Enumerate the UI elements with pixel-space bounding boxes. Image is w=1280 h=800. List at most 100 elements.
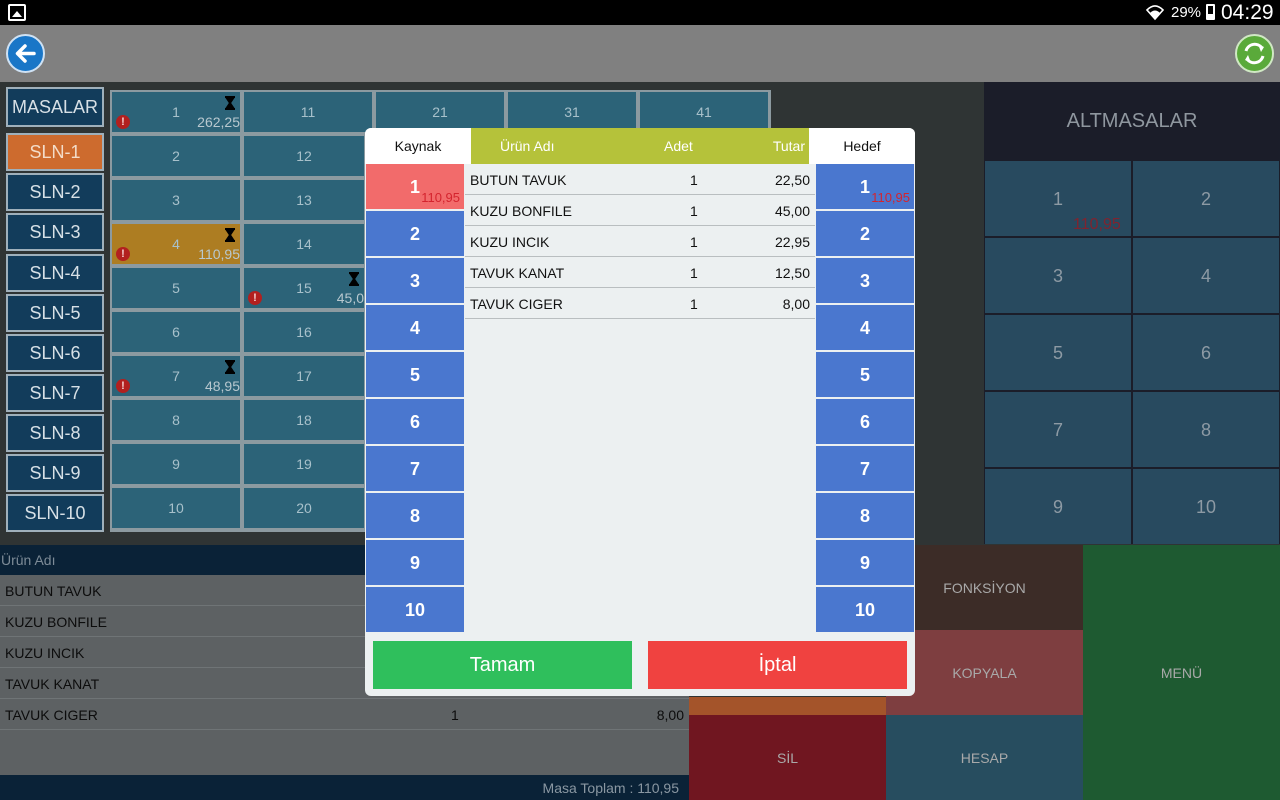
back-button[interactable]: [6, 34, 45, 73]
section-button-8[interactable]: SLN-8: [6, 414, 104, 452]
target-table-button-7[interactable]: 7: [816, 446, 914, 491]
product-name: BUTUN TAVUK: [470, 172, 567, 188]
section-button-2[interactable]: SLN-2: [6, 173, 104, 211]
order-row[interactable]: TAVUK CIGER 1 8,00: [0, 699, 689, 730]
table-number: 17: [296, 368, 312, 384]
source-table-amount: 110,95: [421, 190, 460, 205]
table-cell-1[interactable]: 1 262,25!: [112, 92, 240, 132]
table-cell-10[interactable]: 10: [112, 488, 240, 528]
hesap-button[interactable]: HESAP: [886, 715, 1083, 800]
cancel-button[interactable]: İptal: [648, 641, 907, 689]
table-cell-8[interactable]: 8: [112, 400, 240, 440]
section-button-4[interactable]: SLN-4: [6, 254, 104, 292]
table-cell-16[interactable]: 16: [244, 312, 364, 352]
source-table-button-8[interactable]: 8: [366, 493, 464, 538]
table-number: 18: [296, 412, 312, 428]
order-row[interactable]: KUZU INCIK: [0, 637, 689, 668]
altmasa-cell-5[interactable]: 5: [985, 315, 1131, 390]
menu-button[interactable]: MENÜ: [1083, 545, 1280, 800]
table-cell-15[interactable]: 15 45,0!: [244, 268, 364, 308]
altmasa-cell-1[interactable]: 1 110,95: [985, 161, 1131, 236]
table-cell-7[interactable]: 7 48,95!: [112, 356, 240, 396]
alert-icon: !: [116, 247, 130, 261]
kopyala-button[interactable]: KOPYALA: [886, 630, 1083, 715]
section-button-1[interactable]: SLN-1: [6, 133, 104, 171]
altmasa-cell-4[interactable]: 4: [1133, 238, 1279, 313]
source-table-number: 4: [409, 318, 420, 338]
altmasa-number: 8: [1200, 420, 1211, 440]
source-table-button-4[interactable]: 4: [366, 305, 464, 350]
source-table-button-3[interactable]: 3: [366, 258, 464, 303]
target-table-button-8[interactable]: 8: [816, 493, 914, 538]
refresh-button[interactable]: [1235, 34, 1274, 73]
section-button-3[interactable]: SLN-3: [6, 213, 104, 251]
table-cell-5[interactable]: 5: [112, 268, 240, 308]
section-button-9[interactable]: SLN-9: [6, 454, 104, 492]
altmasa-cell-10[interactable]: 10: [1133, 469, 1279, 544]
table-cell-2[interactable]: 2: [112, 136, 240, 176]
target-table-button-3[interactable]: 3: [816, 258, 914, 303]
target-table-button-5[interactable]: 5: [816, 352, 914, 397]
source-table-number: 9: [409, 553, 420, 573]
total-header: Tutar: [772, 138, 805, 154]
altmasa-cell-8[interactable]: 8: [1133, 392, 1279, 467]
source-table-button-10[interactable]: 10: [366, 587, 464, 632]
sil-button[interactable]: SİL: [689, 715, 886, 800]
table-cell-4[interactable]: 4 110,95!: [112, 224, 240, 264]
table-cell-19[interactable]: 19: [244, 444, 364, 484]
target-table-button-10[interactable]: 10: [816, 587, 914, 632]
order-row[interactable]: BUTUN TAVUK: [0, 575, 689, 606]
altmasa-cell-9[interactable]: 9: [985, 469, 1131, 544]
table-cell-6[interactable]: 6: [112, 312, 240, 352]
orange-tile[interactable]: [689, 697, 886, 715]
table-number: 6: [172, 324, 180, 340]
section-button-7[interactable]: SLN-7: [6, 374, 104, 412]
altmasa-cell-3[interactable]: 3: [985, 238, 1131, 313]
section-button-10[interactable]: SLN-10: [6, 494, 104, 532]
table-cell-3[interactable]: 3: [112, 180, 240, 220]
altmasa-cell-7[interactable]: 7: [985, 392, 1131, 467]
section-button-6[interactable]: SLN-6: [6, 334, 104, 372]
table-cell-41[interactable]: 41: [640, 92, 768, 132]
table-cell-20[interactable]: 20: [244, 488, 364, 528]
source-table-button-7[interactable]: 7: [366, 446, 464, 491]
product-row[interactable]: TAVUK KANAT 1 12,50: [465, 257, 815, 288]
target-table-button-9[interactable]: 9: [816, 540, 914, 585]
table-cell-11[interactable]: 11: [244, 92, 372, 132]
table-cell-9[interactable]: 9: [112, 444, 240, 484]
target-table-button-1[interactable]: 1 110,95: [816, 164, 914, 209]
table-cell-12[interactable]: 12: [244, 136, 364, 176]
product-row[interactable]: KUZU INCIK 1 22,95: [465, 226, 815, 257]
source-table-button-5[interactable]: 5: [366, 352, 464, 397]
order-row[interactable]: KUZU BONFILE: [0, 606, 689, 637]
table-cell-18[interactable]: 18: [244, 400, 364, 440]
target-table-number: 8: [859, 506, 870, 526]
altmasa-number: 10: [1195, 497, 1217, 517]
section-button-5[interactable]: SLN-5: [6, 294, 104, 332]
order-row[interactable]: TAVUK KANAT: [0, 668, 689, 699]
target-table-button-4[interactable]: 4: [816, 305, 914, 350]
source-table-button-1[interactable]: 1 110,95: [366, 164, 464, 209]
product-row[interactable]: KUZU BONFILE 1 45,00: [465, 195, 815, 226]
table-amount: 48,95: [204, 378, 240, 394]
product-row[interactable]: BUTUN TAVUK 1 22,50: [465, 164, 815, 195]
table-cell-21[interactable]: 21: [376, 92, 504, 132]
table-cell-14[interactable]: 14: [244, 224, 364, 264]
table-cell-17[interactable]: 17: [244, 356, 364, 396]
source-table-button-9[interactable]: 9: [366, 540, 464, 585]
target-table-number: 4: [859, 318, 870, 338]
source-table-number: 2: [409, 224, 420, 244]
source-table-button-6[interactable]: 6: [366, 399, 464, 444]
target-table-button-6[interactable]: 6: [816, 399, 914, 444]
source-table-button-2[interactable]: 2: [366, 211, 464, 256]
ok-button[interactable]: Tamam: [373, 641, 632, 689]
altmasa-cell-2[interactable]: 2: [1133, 161, 1279, 236]
fonksiyon-button[interactable]: FONKSİYON: [886, 545, 1083, 630]
order-item-name: TAVUK CIGER: [5, 707, 98, 723]
masalar-button[interactable]: MASALAR: [6, 87, 104, 127]
table-cell-13[interactable]: 13: [244, 180, 364, 220]
altmasa-cell-6[interactable]: 6: [1133, 315, 1279, 390]
table-cell-31[interactable]: 31: [508, 92, 636, 132]
target-table-button-2[interactable]: 2: [816, 211, 914, 256]
product-row[interactable]: TAVUK CIGER 1 8,00: [465, 288, 815, 319]
